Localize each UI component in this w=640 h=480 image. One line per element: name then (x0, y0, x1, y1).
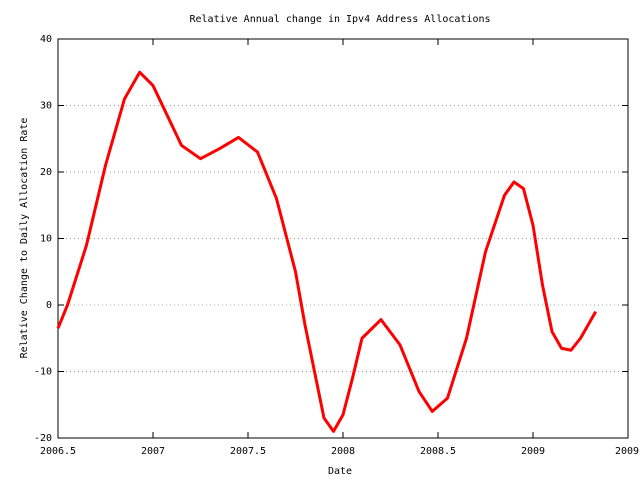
y-tick-label: 20 (40, 167, 52, 178)
y-tick-label: 0 (46, 300, 52, 311)
x-tick-label: 2009 (521, 446, 545, 457)
y-tick-label: -10 (34, 367, 52, 378)
x-tick-label: 2008.5 (420, 446, 456, 457)
x-tick-label: 2009. (615, 446, 640, 457)
x-axis-label: Date (328, 466, 352, 477)
x-tick-label: 2007 (141, 446, 165, 457)
x-tick-label: 2007.5 (230, 446, 266, 457)
x-tick-label: 2008 (331, 446, 355, 457)
y-axis-label: Relative Change to Daily Allocation Rate (19, 118, 30, 359)
plot-frame (57, 38, 629, 439)
y-tick-label: 10 (40, 234, 52, 245)
x-tick-label: 2006.5 (40, 446, 76, 457)
chart-title: Relative Annual change in Ipv4 Address A… (189, 14, 490, 25)
y-tick-label: 30 (40, 101, 52, 112)
data-line (56, 70, 598, 433)
y-tick-label: -20 (34, 433, 52, 444)
y-tick-label: 40 (40, 34, 52, 45)
